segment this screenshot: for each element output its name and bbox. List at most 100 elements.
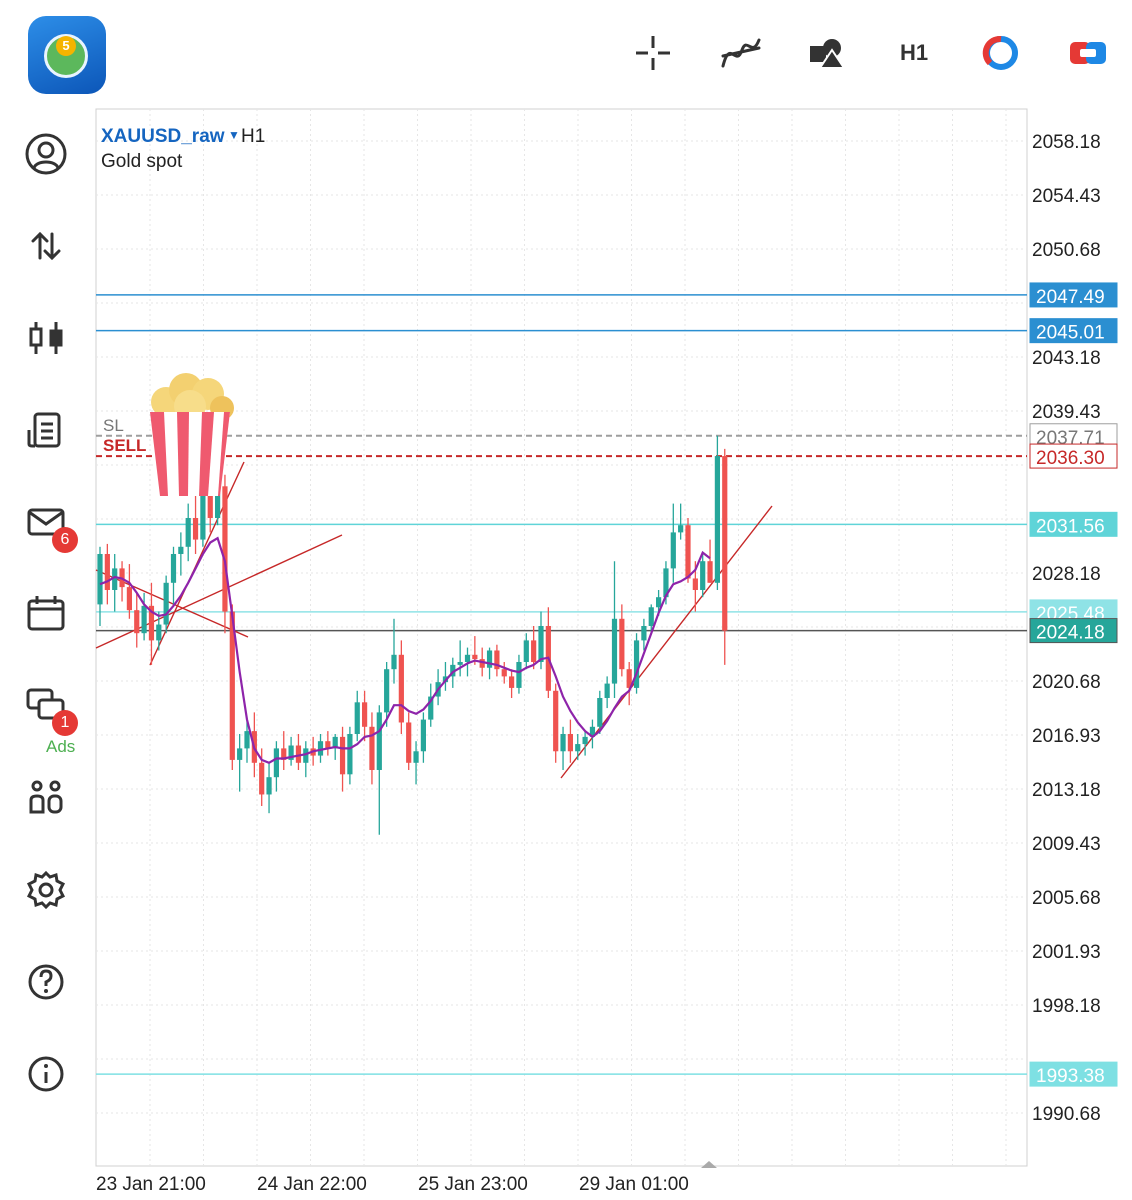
price-tag xyxy=(1029,511,1118,537)
candle xyxy=(97,546,103,626)
candle-body xyxy=(560,733,566,752)
price-tag xyxy=(1029,318,1118,344)
sell-label: SELL xyxy=(103,436,146,455)
candle xyxy=(229,604,235,770)
chat-icon[interactable] xyxy=(20,680,72,732)
candle-body xyxy=(450,664,456,677)
price-tag-label: 2024.18 xyxy=(1036,623,1105,644)
candle-body xyxy=(266,777,272,795)
candle-body xyxy=(384,669,390,713)
candle xyxy=(376,705,382,835)
candle xyxy=(494,644,500,677)
community-icon[interactable] xyxy=(20,772,72,824)
price-tag xyxy=(1029,1061,1118,1087)
candle-body xyxy=(362,702,368,727)
mail-icon[interactable] xyxy=(20,496,72,548)
candle xyxy=(281,731,287,770)
calendar-icon[interactable] xyxy=(20,588,72,640)
price-tag-label: 2047.49 xyxy=(1036,287,1105,308)
settings-icon[interactable] xyxy=(20,864,72,916)
candle xyxy=(126,564,132,619)
candle-body xyxy=(486,650,493,668)
price-axis-label: 1998.18 xyxy=(1032,996,1101,1017)
candle-body xyxy=(192,517,199,540)
candle xyxy=(700,553,706,598)
candle xyxy=(611,561,618,698)
symbol-description: Gold spot xyxy=(101,151,183,172)
symbol-name[interactable]: XAUUSD_raw xyxy=(101,126,225,147)
candle-body xyxy=(141,605,147,634)
moving-average-line xyxy=(99,536,711,765)
candle-body xyxy=(523,640,529,662)
candle-body xyxy=(494,650,500,670)
candle-body xyxy=(222,486,228,612)
quotes-icon[interactable] xyxy=(20,128,72,180)
price-axis-label: 2001.93 xyxy=(1032,942,1101,963)
mail-badge: 6 xyxy=(52,527,78,553)
chart-icon[interactable] xyxy=(20,312,72,364)
scroll-end-icon[interactable] xyxy=(701,1161,717,1168)
candle-body xyxy=(611,618,618,684)
sl-label: SL xyxy=(103,416,124,435)
candle-body xyxy=(714,456,720,583)
symbol-dropdown-icon[interactable]: ▼ xyxy=(228,128,240,142)
candle xyxy=(501,661,507,684)
price-tag-label: 2045.01 xyxy=(1036,323,1105,344)
app-logo[interactable]: 5 xyxy=(28,16,106,94)
candle-body xyxy=(589,726,596,737)
timeframe-button[interactable]: H1 xyxy=(899,40,929,65)
account-ring-icon[interactable] xyxy=(976,28,1026,78)
time-axis-label: 29 Jan 01:00 xyxy=(579,1174,689,1195)
candle-body xyxy=(663,568,669,598)
history-icon[interactable] xyxy=(20,404,72,456)
candle xyxy=(339,726,346,792)
candle-body xyxy=(391,654,397,670)
price-tag xyxy=(1029,282,1118,308)
candle-body xyxy=(567,733,573,752)
candle-body xyxy=(398,654,404,723)
price-axis-label: 2009.43 xyxy=(1032,834,1101,855)
candle xyxy=(141,592,147,641)
candle-body xyxy=(501,669,507,677)
candle-body xyxy=(641,625,647,641)
candle-body xyxy=(633,640,640,688)
candle xyxy=(516,654,522,694)
candle-body xyxy=(178,546,184,554)
candle xyxy=(317,733,324,763)
indicators-icon[interactable] xyxy=(716,28,766,78)
candle xyxy=(237,733,243,792)
candle-body xyxy=(148,605,155,641)
candle-body xyxy=(597,697,603,727)
time-axis-label: 25 Jan 23:00 xyxy=(418,1174,528,1195)
popcorn-sticker-icon xyxy=(144,372,236,502)
info-icon[interactable] xyxy=(20,1048,72,1100)
price-tag-label: 2037.71 xyxy=(1036,428,1105,449)
candle-body xyxy=(604,683,610,698)
candle-body xyxy=(259,762,265,795)
candle-body xyxy=(170,553,177,583)
candle xyxy=(384,661,390,727)
trade-toggle-icon[interactable] xyxy=(1063,28,1113,78)
crosshair-icon[interactable] xyxy=(628,28,678,78)
candle-body xyxy=(406,722,412,763)
candle-body xyxy=(244,731,250,749)
candle-body xyxy=(670,532,676,569)
candle xyxy=(273,741,279,792)
candle-body xyxy=(692,578,698,590)
price-axis-label: 2016.93 xyxy=(1032,726,1101,747)
candle xyxy=(362,690,368,742)
candle xyxy=(178,532,184,576)
candle-body xyxy=(156,624,162,641)
help-icon[interactable] xyxy=(20,956,72,1008)
candle xyxy=(464,647,471,677)
plot-area xyxy=(95,108,1028,1167)
candle xyxy=(523,633,529,670)
candle xyxy=(222,474,228,634)
candle-body xyxy=(229,611,235,760)
candle xyxy=(369,712,375,785)
candle xyxy=(163,575,169,634)
trade-icon[interactable] xyxy=(20,220,72,272)
objects-icon[interactable] xyxy=(802,28,852,78)
candle-body xyxy=(339,736,346,775)
